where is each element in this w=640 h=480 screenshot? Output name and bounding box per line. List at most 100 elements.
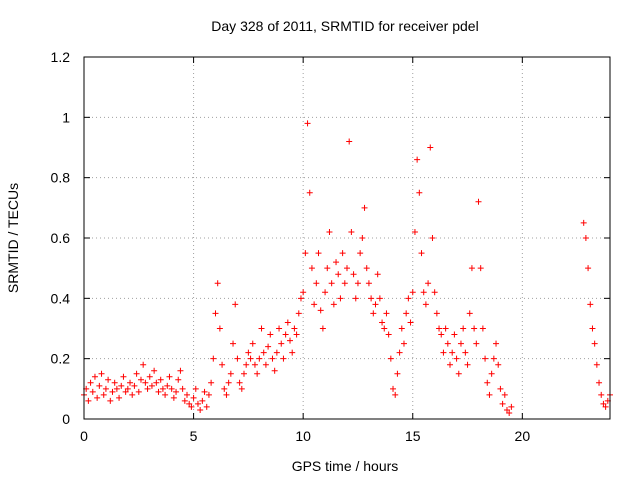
data-point <box>596 379 603 386</box>
data-point <box>486 391 493 398</box>
data-point <box>330 301 337 308</box>
data-point <box>89 388 96 395</box>
data-point <box>199 397 206 404</box>
data-point <box>348 228 355 235</box>
data-point <box>442 325 449 332</box>
data-point <box>210 355 217 362</box>
data-point <box>490 355 497 362</box>
data-point <box>155 388 162 395</box>
data-point <box>146 373 153 380</box>
data-point <box>346 138 353 145</box>
data-point <box>175 376 182 383</box>
data-point <box>302 250 309 257</box>
data-point <box>212 310 219 317</box>
data-point <box>96 382 103 389</box>
data-point <box>466 310 473 317</box>
data-point <box>227 370 234 377</box>
data-point <box>589 325 596 332</box>
data-point <box>425 280 432 287</box>
data-point <box>422 301 429 308</box>
data-point <box>116 394 123 401</box>
data-point <box>335 271 342 278</box>
data-point <box>416 189 423 196</box>
x-tick-label: 0 <box>80 428 88 444</box>
data-point <box>170 394 177 401</box>
data-point <box>593 361 600 368</box>
data-point <box>111 379 118 386</box>
data-point <box>409 289 416 296</box>
data-point <box>398 325 405 332</box>
data-point <box>221 385 228 392</box>
data-point <box>341 280 348 287</box>
y-tick-label: 1 <box>62 109 70 125</box>
data-point <box>431 289 438 296</box>
data-point <box>98 370 105 377</box>
data-point <box>159 385 166 392</box>
data-point <box>236 379 243 386</box>
data-point <box>460 325 467 332</box>
data-point <box>420 289 427 296</box>
data-point <box>319 325 326 332</box>
data-point <box>600 400 607 407</box>
y-tick-label: 0.2 <box>51 351 71 367</box>
data-point <box>462 349 469 356</box>
data-point <box>392 391 399 398</box>
data-point <box>436 325 443 332</box>
data-point <box>201 388 208 395</box>
data-point <box>374 271 381 278</box>
data-point <box>168 385 175 392</box>
data-point <box>591 340 598 347</box>
data-point <box>438 331 445 338</box>
data-point <box>148 382 155 389</box>
y-axis-label: SRMTID / TECUs <box>5 183 21 293</box>
data-point <box>166 373 173 380</box>
data-point <box>363 265 370 272</box>
data-point <box>337 295 344 302</box>
data-point <box>381 325 388 332</box>
data-point <box>291 325 298 332</box>
data-point <box>354 280 361 287</box>
data-point <box>85 397 92 404</box>
data-point <box>109 388 116 395</box>
data-point <box>333 259 340 266</box>
data-point <box>602 403 609 410</box>
data-point <box>219 361 226 368</box>
points-layer <box>81 120 613 416</box>
x-axis-label: GPS time / hours <box>292 458 399 474</box>
data-point <box>359 235 366 241</box>
data-point <box>429 235 436 241</box>
data-point <box>87 379 94 386</box>
data-point <box>414 156 421 163</box>
x-tick-label: 10 <box>295 428 311 444</box>
data-point <box>400 340 407 347</box>
data-point <box>129 391 136 398</box>
data-point <box>262 361 269 368</box>
data-point <box>251 361 258 368</box>
data-point <box>344 265 350 272</box>
data-point <box>184 391 191 398</box>
data-point <box>297 295 304 302</box>
data-point <box>265 343 272 350</box>
x-tick-label: 20 <box>515 428 531 444</box>
y-tick-label: 0.8 <box>51 170 71 186</box>
data-point <box>475 198 482 205</box>
data-point <box>328 280 335 287</box>
data-point <box>173 388 180 395</box>
data-point <box>394 370 401 377</box>
y-tick-label: 0.6 <box>51 230 71 246</box>
data-point <box>216 325 223 332</box>
data-point <box>142 379 149 386</box>
data-point <box>433 310 440 317</box>
data-point <box>164 382 171 389</box>
data-point <box>451 331 458 338</box>
data-point <box>580 219 587 226</box>
data-point <box>427 144 434 151</box>
data-point <box>503 406 510 413</box>
data-point <box>495 361 502 368</box>
data-point <box>457 340 464 347</box>
data-point <box>269 355 276 362</box>
data-point <box>444 340 451 347</box>
data-point <box>240 370 247 377</box>
data-point <box>230 340 237 347</box>
